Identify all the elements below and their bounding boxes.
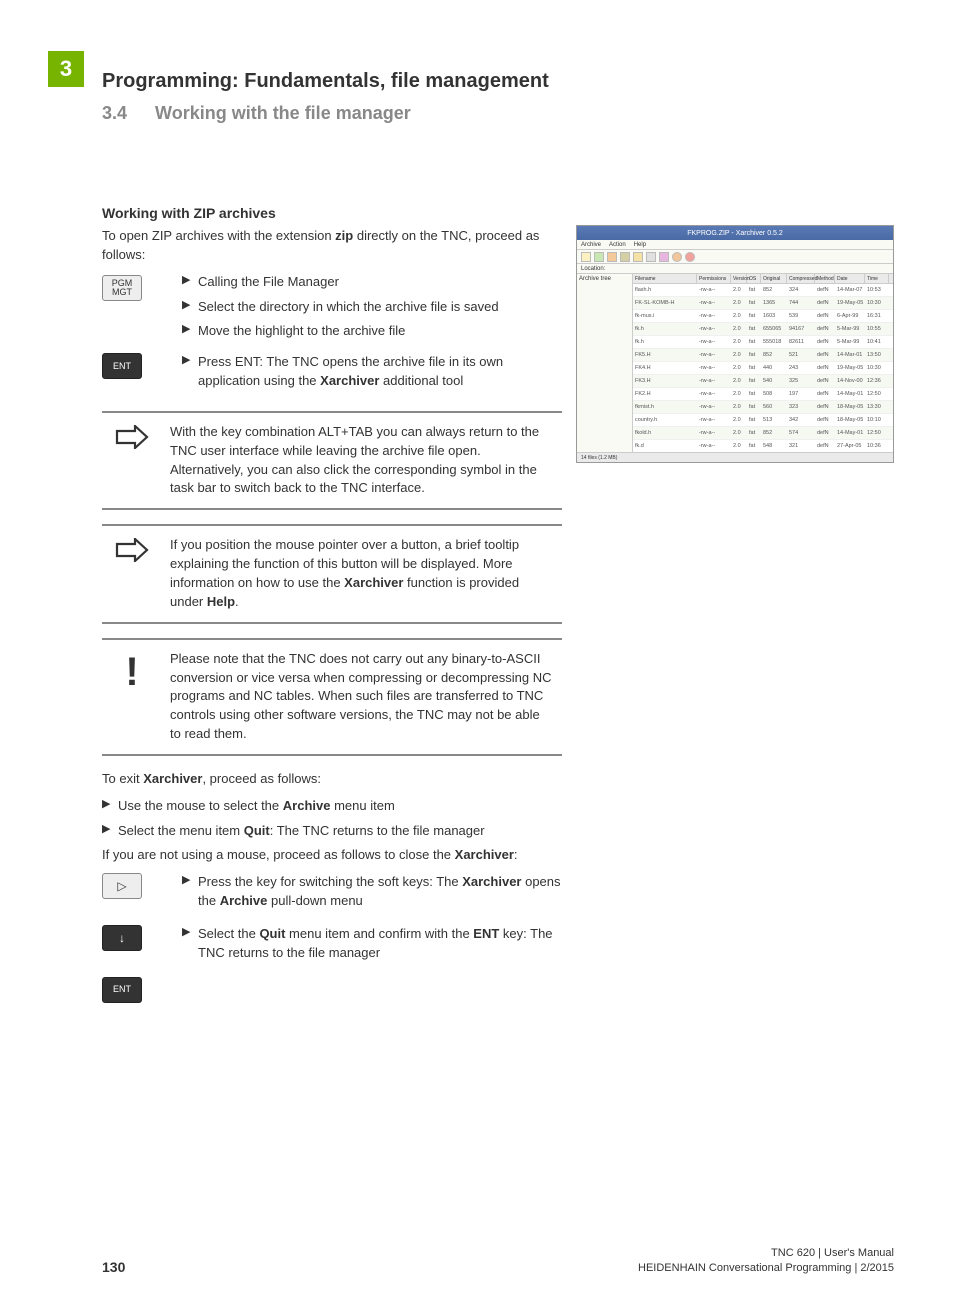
intro-bold: zip (335, 228, 353, 243)
ss-file-row: FK3.H-rw-a--2.0fat540325defN14-Nov-0012:… (633, 375, 893, 388)
ss-col-header: Version (731, 274, 747, 283)
note-text: With the key combination ALT+TAB you can… (170, 423, 552, 498)
ss-file-row: fkmist.h-rw-a--2.0fat560323defN18-May-05… (633, 401, 893, 414)
step-text: Calling the File Manager (198, 273, 562, 292)
page-header: Programming: Fundamentals, file manageme… (102, 70, 894, 124)
ent-key: ENT (102, 353, 142, 379)
step-row: PGM MGT ▶Calling the File Manager ▶Selec… (102, 273, 562, 348)
ss-tb-icon (672, 252, 682, 262)
step-text: Move the highlight to the archive file (198, 322, 562, 341)
section-header: 3.4 Working with the file manager (102, 103, 894, 124)
ss-col-header: Method (815, 274, 835, 283)
intro-text: To open ZIP archives with the extension … (102, 227, 562, 265)
page-number: 130 (102, 1259, 125, 1275)
xarchiver-screenshot: FKPROG.ZIP - Xarchiver 0.5.2 Archive Act… (576, 225, 894, 463)
ss-file-row: fkold.h-rw-a--2.0fat852574defN14-May-011… (633, 427, 893, 440)
ss-statusbar: 14 files (1.2 MB) (577, 452, 893, 462)
section-number: 3.4 (102, 103, 127, 124)
ss-col-header: Permissions (697, 274, 731, 283)
note-box: With the key combination ALT+TAB you can… (102, 411, 562, 510)
ss-file-row: FK-SL-KOMB-H-rw-a--2.0fat1365744defN19-M… (633, 297, 893, 310)
ss-col-header: Filename (633, 274, 697, 283)
ent-key: ENT (102, 977, 142, 1003)
section-title: Working with the file manager (155, 103, 411, 124)
ss-tb-icon (646, 252, 656, 262)
ss-file-row: FK4.H-rw-a--2.0fat440243defN19-May-0510:… (633, 362, 893, 375)
intro-pre: To open ZIP archives with the extension (102, 228, 335, 243)
sub-heading: Working with ZIP archives (102, 205, 562, 221)
ss-titlebar: FKPROG.ZIP - Xarchiver 0.5.2 (577, 226, 893, 240)
ss-menu-item: Action (609, 242, 626, 248)
ss-col-header: Time (865, 274, 889, 283)
arrow-note-icon (112, 423, 152, 498)
down-key: ↓ (102, 925, 142, 951)
step-text: Select the directory in which the archiv… (198, 298, 562, 317)
step-text: Press ENT: The TNC opens the archive fil… (198, 353, 562, 391)
note-box: If you position the mouse pointer over a… (102, 524, 562, 623)
ss-col-header: OS (747, 274, 761, 283)
ss-file-list: FilenamePermissionsVersionOSOriginalComp… (633, 274, 893, 452)
step-text: Press the key for switching the soft key… (198, 873, 562, 911)
nomouse-intro: If you are not using a mouse, proceed as… (102, 846, 562, 865)
ss-tb-icon (581, 252, 591, 262)
ss-file-row: country.h-rw-a--2.0fat513342defN18-May-0… (633, 414, 893, 427)
bullet: ▶ Select the menu item Quit: The TNC ret… (102, 822, 562, 841)
ss-file-row: FK5.H-rw-a--2.0fat852521defN14-Mar-0113:… (633, 349, 893, 362)
ss-col-header: Compressed (787, 274, 815, 283)
ss-tb-icon (633, 252, 643, 262)
bullet: ▶ Use the mouse to select the Archive me… (102, 797, 562, 816)
ss-file-row: fk.d-rw-a--2.0fat548321defN27-Apr-0510:3… (633, 440, 893, 452)
ss-tb-icon (594, 252, 604, 262)
ss-location: Location: (577, 264, 893, 274)
ss-tb-icon (607, 252, 617, 262)
ss-toolbar (577, 250, 893, 264)
page-footer: 130 TNC 620 | User's Manual HEIDENHAIN C… (102, 1246, 894, 1275)
ss-menubar: Archive Action Help (577, 240, 893, 250)
ss-file-row: fk.h-rw-a--2.0fat65506594167defN5-Mar-99… (633, 323, 893, 336)
note-text: If you position the mouse pointer over a… (170, 536, 552, 611)
warning-box: ! Please note that the TNC does not carr… (102, 638, 562, 756)
ss-file-row: fk.h-rw-a--2.0fat55501882611defN5-Mar-99… (633, 336, 893, 349)
main-content: Working with ZIP archives To open ZIP ar… (102, 205, 562, 1009)
ss-tb-icon (620, 252, 630, 262)
ss-col-header: Date (835, 274, 865, 283)
footer-line2: HEIDENHAIN Conversational Programming | … (638, 1261, 894, 1275)
ss-tb-icon (659, 252, 669, 262)
pgm-mgt-key: PGM MGT (102, 275, 142, 301)
ss-file-row: flash.h-rw-a--2.0fat852324defN14-Mar-071… (633, 284, 893, 297)
step-row: ENT (102, 977, 562, 1003)
ss-tree: Archive tree (577, 274, 633, 452)
note-text: Please note that the TNC does not carry … (170, 650, 552, 744)
chapter-tab: 3 (48, 51, 84, 87)
arrow-note-icon (112, 536, 152, 611)
step-row: ↓ ▶ Select the Quit menu item and confir… (102, 925, 562, 969)
ss-tb-icon (685, 252, 695, 262)
exclamation-icon: ! (112, 650, 152, 744)
switch-key: ▷ (102, 873, 142, 899)
ss-file-row: fk-mus.i-rw-a--2.0fat1603539defN6-Apr-99… (633, 310, 893, 323)
exit-intro: To exit Xarchiver, proceed as follows: (102, 770, 562, 789)
footer-line1: TNC 620 | User's Manual (638, 1246, 894, 1260)
step-row: ▷ ▶ Press the key for switching the soft… (102, 873, 562, 917)
step-text: Select the Quit menu item and confirm wi… (198, 925, 562, 963)
ss-menu-item: Help (634, 242, 646, 248)
ss-list-header: FilenamePermissionsVersionOSOriginalComp… (633, 274, 893, 284)
footer-right: TNC 620 | User's Manual HEIDENHAIN Conve… (638, 1246, 894, 1275)
chapter-title: Programming: Fundamentals, file manageme… (102, 70, 894, 93)
ss-col-header: Original (761, 274, 787, 283)
ss-file-row: FK2.H-rw-a--2.0fat508197defN14-May-0112:… (633, 388, 893, 401)
ss-menu-item: Archive (581, 242, 601, 248)
step-row: ENT ▶ Press ENT: The TNC opens the archi… (102, 353, 562, 397)
